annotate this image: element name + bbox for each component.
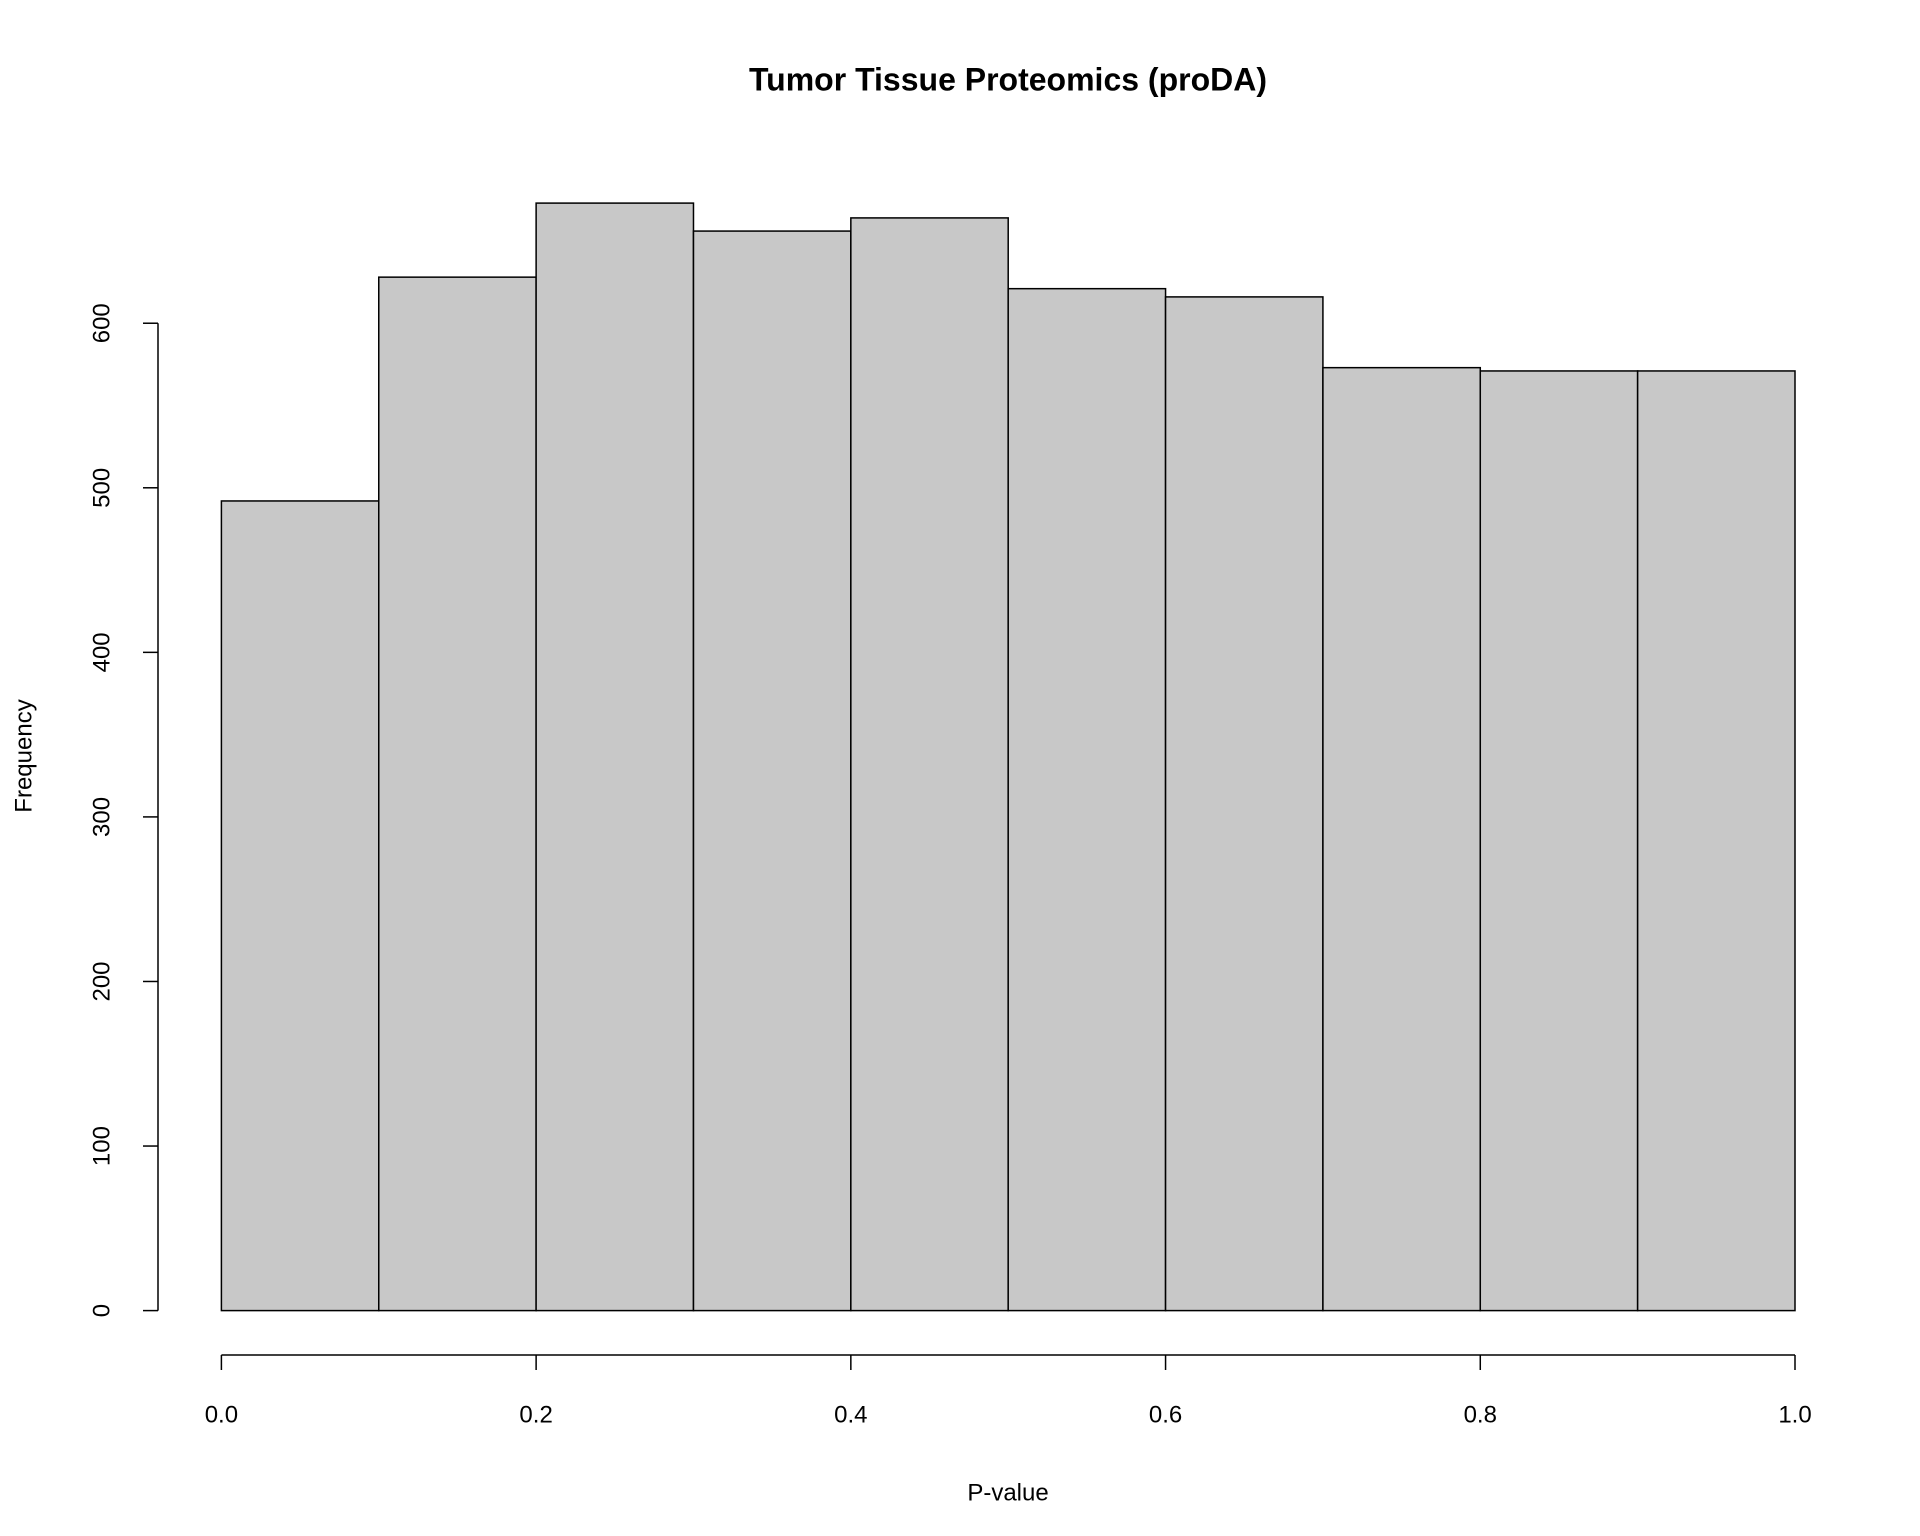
bar xyxy=(1636,370,1796,1312)
y-tick-label: 100 xyxy=(88,1126,115,1166)
x-tick-label: 0.0 xyxy=(205,1401,238,1428)
bar xyxy=(1322,366,1482,1312)
y-axis-label: Frequency xyxy=(10,699,37,812)
x-tick-label: 0.4 xyxy=(834,1401,867,1428)
bar xyxy=(1164,296,1324,1312)
y-tick-label: 0 xyxy=(88,1304,115,1317)
x-axis-label: P-value xyxy=(967,1479,1048,1506)
chart-title: Tumor Tissue Proteomics (proDA) xyxy=(749,61,1267,97)
x-tick-label: 1.0 xyxy=(1778,1401,1811,1428)
bar xyxy=(1479,370,1639,1312)
bar xyxy=(1007,287,1167,1312)
bar xyxy=(220,500,380,1312)
y-tick-label: 400 xyxy=(88,632,115,672)
y-tick-label: 600 xyxy=(88,303,115,343)
bar xyxy=(535,202,695,1312)
x-tick-label: 0.2 xyxy=(519,1401,552,1428)
y-tick-label: 500 xyxy=(88,468,115,508)
y-tick-label: 300 xyxy=(88,797,115,837)
y-tick-label: 200 xyxy=(88,961,115,1001)
x-tick-label: 0.6 xyxy=(1149,1401,1182,1428)
bar xyxy=(692,230,852,1312)
bar xyxy=(378,276,537,1312)
x-tick-label: 0.8 xyxy=(1464,1401,1497,1428)
bar xyxy=(850,217,1009,1312)
